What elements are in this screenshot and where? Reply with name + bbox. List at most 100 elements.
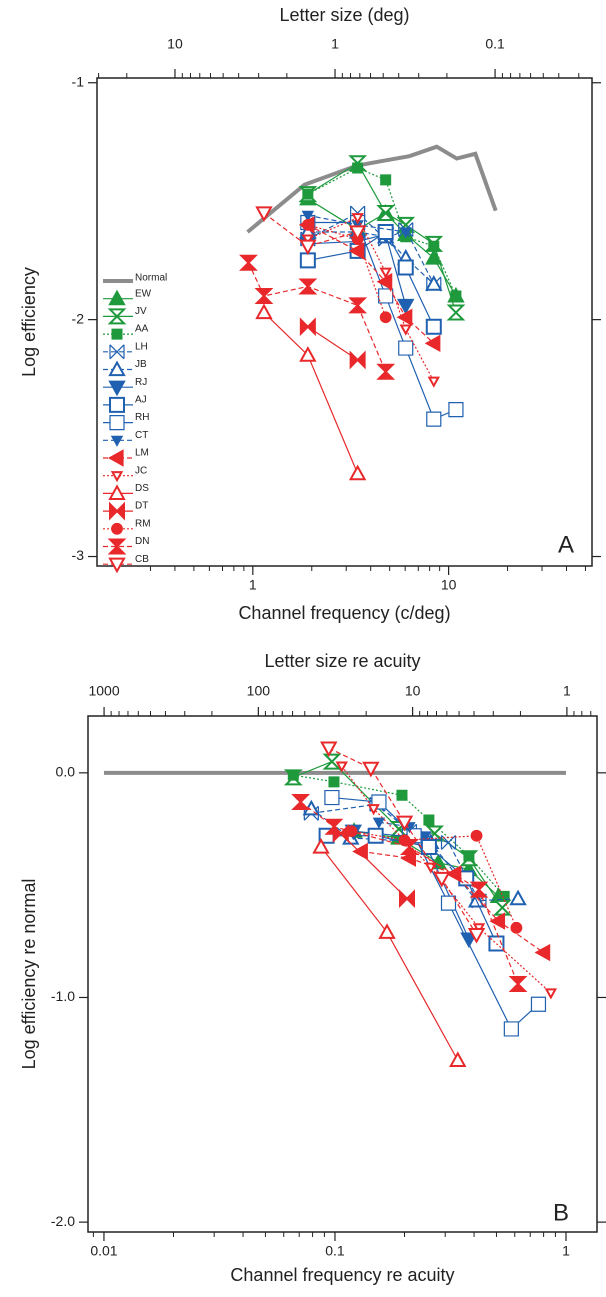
data-marker — [399, 324, 412, 336]
data-marker — [440, 835, 457, 850]
data-marker — [291, 794, 311, 811]
data-marker — [398, 340, 414, 356]
legend-marker — [107, 308, 127, 325]
data-marker — [450, 290, 462, 302]
series-line — [263, 212, 358, 247]
panel-label: A — [558, 531, 574, 558]
x2-tick-label: 1 — [563, 683, 571, 699]
plot-frame — [96, 77, 593, 567]
legend-label: AJ — [135, 395, 147, 406]
x2-tick-label: 10 — [405, 683, 421, 699]
legend-label: RJ — [135, 377, 147, 388]
data-marker — [470, 829, 483, 842]
data-marker — [349, 350, 366, 370]
legend-label: RH — [135, 412, 149, 423]
data-marker — [372, 817, 386, 829]
y-axis-label: Log efficiency re normal — [19, 879, 39, 1070]
series-line — [307, 326, 358, 361]
x2-tick-label: 1 — [331, 36, 339, 52]
x-axis-label: Channel frequency (c/deg) — [238, 603, 450, 623]
data-marker — [255, 303, 273, 320]
data-marker — [396, 308, 413, 326]
legend-label: JC — [135, 465, 147, 476]
y-tick-label: -2 — [72, 310, 85, 326]
legend-marker — [107, 449, 124, 467]
legend-label: RM — [135, 518, 151, 529]
data-marker — [287, 769, 299, 781]
data-marker — [301, 234, 315, 246]
reference-line — [246, 144, 498, 234]
x-tick-label: 10 — [441, 577, 457, 593]
data-marker — [469, 881, 489, 898]
legend-label: AA — [135, 324, 149, 335]
series-line — [307, 231, 435, 285]
legend-marker — [110, 471, 124, 483]
x-tick-label: 1 — [249, 577, 257, 593]
series-line — [307, 216, 435, 382]
data-marker — [427, 376, 440, 388]
series-line — [307, 231, 435, 327]
legend-marker — [108, 557, 126, 574]
y-tick-label: -1.0 — [51, 988, 75, 1004]
y-tick-label: -2.0 — [51, 1213, 75, 1229]
x2-tick-label: 100 — [247, 683, 271, 699]
legend-marker — [107, 538, 127, 555]
series-line — [307, 212, 435, 285]
data-marker — [508, 975, 528, 992]
data-marker — [299, 239, 317, 256]
data-marker — [489, 912, 506, 930]
panel-label: B — [553, 1199, 569, 1226]
data-marker — [348, 225, 367, 242]
data-marker — [298, 278, 318, 295]
data-marker — [378, 288, 394, 304]
data-marker — [299, 252, 316, 269]
data-marker — [378, 923, 396, 939]
x2-axis-label: Letter size (deg) — [279, 5, 409, 25]
series-line — [307, 162, 457, 313]
data-marker — [380, 174, 392, 186]
data-marker — [255, 206, 273, 223]
y-tick-label: -1 — [72, 73, 85, 89]
legend-label: Normal — [135, 273, 167, 284]
data-marker — [379, 311, 392, 324]
data-marker — [302, 188, 314, 200]
data-marker — [397, 259, 414, 276]
series-line — [307, 233, 407, 306]
legend-marker — [111, 328, 123, 340]
data-marker — [376, 363, 396, 380]
legend-label: CB — [135, 554, 149, 565]
x2-tick-label: 10 — [167, 36, 183, 52]
x2-tick-label: 0.1 — [485, 36, 505, 52]
data-marker — [362, 761, 380, 778]
data-marker — [367, 804, 380, 816]
data-marker — [440, 895, 457, 911]
data-marker — [352, 842, 368, 861]
data-marker — [328, 776, 340, 788]
series-line — [293, 774, 505, 897]
data-marker — [395, 815, 414, 832]
data-marker — [399, 889, 415, 909]
legend-label: EW — [135, 288, 152, 299]
data-marker — [301, 210, 315, 222]
data-marker — [335, 761, 348, 773]
data-marker — [350, 205, 366, 221]
x-tick-label: 0.1 — [325, 1243, 345, 1259]
data-marker — [254, 287, 274, 304]
data-marker — [510, 922, 523, 934]
y-axis-label: Log efficiency — [19, 267, 39, 377]
legend-label: JV — [135, 306, 147, 317]
x-axis-label: Channel frequency re acuity — [230, 1265, 454, 1285]
data-marker — [324, 789, 340, 806]
data-marker — [424, 334, 441, 353]
data-marker — [400, 838, 419, 855]
data-marker — [530, 996, 547, 1012]
plot-frame — [87, 715, 598, 1233]
data-marker — [239, 254, 258, 271]
y-tick-label: -3 — [72, 547, 85, 563]
legend-label: DN — [135, 536, 149, 547]
series-line — [307, 167, 457, 297]
data-marker — [312, 837, 330, 854]
legend-marker — [108, 289, 126, 306]
